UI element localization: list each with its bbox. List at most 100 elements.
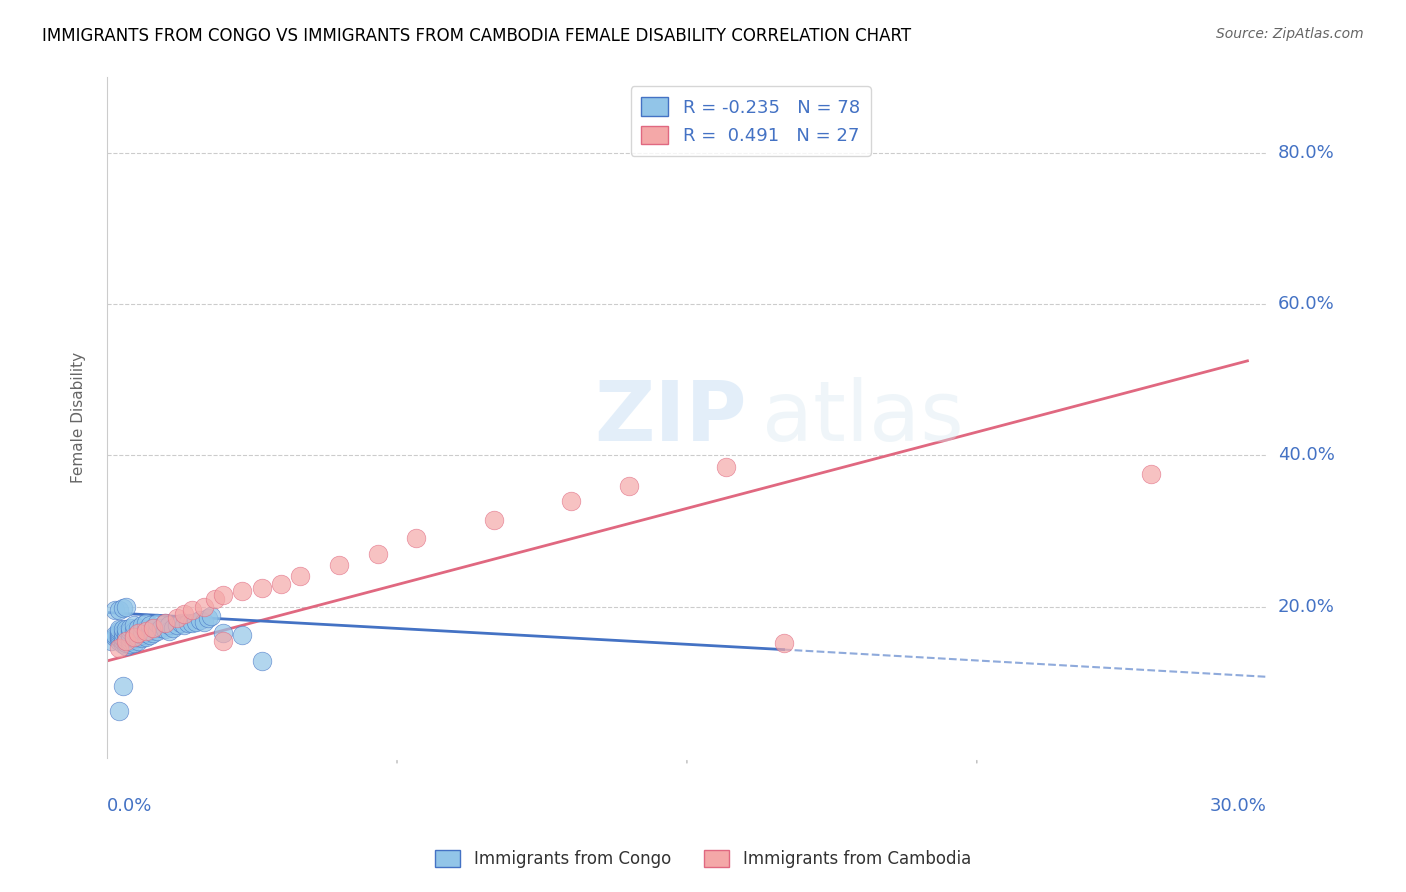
Point — [111, 679, 134, 693]
Point — [181, 603, 204, 617]
Point — [107, 630, 129, 644]
Point — [127, 621, 149, 635]
Point — [617, 478, 640, 492]
Legend: R = -0.235   N = 78, R =  0.491   N = 27: R = -0.235 N = 78, R = 0.491 N = 27 — [630, 87, 870, 156]
Point — [367, 547, 389, 561]
Point — [107, 624, 129, 638]
Point — [197, 611, 219, 625]
Y-axis label: Female Disability: Female Disability — [72, 352, 86, 483]
Point — [115, 632, 138, 646]
Point — [181, 616, 204, 631]
Point — [120, 621, 142, 635]
Point — [212, 626, 235, 640]
Point — [100, 633, 122, 648]
Point — [111, 626, 134, 640]
Point — [122, 618, 145, 632]
Text: ZIP: ZIP — [595, 377, 747, 458]
Point — [135, 624, 157, 638]
Point — [115, 628, 138, 642]
Point — [153, 622, 176, 636]
Point — [166, 611, 188, 625]
Point — [111, 622, 134, 636]
Point — [111, 630, 134, 644]
Text: 60.0%: 60.0% — [1278, 295, 1334, 313]
Point — [104, 630, 127, 644]
Legend: Immigrants from Congo, Immigrants from Cambodia: Immigrants from Congo, Immigrants from C… — [429, 843, 977, 875]
Point — [204, 591, 226, 606]
Point — [111, 633, 134, 648]
Text: 0.0%: 0.0% — [107, 797, 152, 814]
Point — [107, 622, 129, 636]
Point — [122, 630, 145, 644]
Point — [162, 621, 184, 635]
Point — [146, 616, 169, 631]
Point — [122, 628, 145, 642]
Text: 30.0%: 30.0% — [1211, 797, 1267, 814]
Point — [120, 637, 142, 651]
Point — [115, 633, 138, 648]
Point — [328, 558, 350, 572]
Point — [131, 618, 153, 632]
Point — [107, 626, 129, 640]
Point — [104, 628, 127, 642]
Point — [138, 624, 160, 638]
Point — [270, 577, 292, 591]
Point — [111, 632, 134, 646]
Point — [153, 616, 176, 631]
Point — [188, 613, 211, 627]
Point — [104, 603, 127, 617]
Text: Source: ZipAtlas.com: Source: ZipAtlas.com — [1216, 27, 1364, 41]
Point — [560, 493, 582, 508]
Point — [250, 581, 273, 595]
Point — [122, 624, 145, 638]
Point — [157, 624, 180, 638]
Point — [107, 641, 129, 656]
Point — [115, 636, 138, 650]
Point — [153, 616, 176, 631]
Point — [131, 632, 153, 646]
Point — [231, 628, 253, 642]
Point — [157, 618, 180, 632]
Point — [127, 630, 149, 644]
Point — [138, 628, 160, 642]
Point — [107, 633, 129, 648]
Text: IMMIGRANTS FROM CONGO VS IMMIGRANTS FROM CAMBODIA FEMALE DISABILITY CORRELATION : IMMIGRANTS FROM CONGO VS IMMIGRANTS FROM… — [42, 27, 911, 45]
Text: atlas: atlas — [762, 377, 965, 458]
Point — [107, 632, 129, 646]
Point — [115, 633, 138, 648]
Point — [107, 628, 129, 642]
Point — [193, 599, 215, 614]
Point — [173, 618, 195, 632]
Point — [200, 608, 222, 623]
Point — [131, 624, 153, 638]
Point — [127, 633, 149, 648]
Point — [120, 624, 142, 638]
Point — [135, 630, 157, 644]
Point — [482, 513, 505, 527]
Point — [146, 624, 169, 638]
Point — [184, 615, 207, 629]
Point — [169, 616, 191, 631]
Point — [212, 588, 235, 602]
Point — [127, 626, 149, 640]
Point — [131, 628, 153, 642]
Point — [120, 632, 142, 646]
Point — [135, 626, 157, 640]
Point — [115, 639, 138, 653]
Point — [107, 704, 129, 718]
Point — [1139, 467, 1161, 482]
Point — [166, 618, 188, 632]
Point — [173, 607, 195, 621]
Point — [135, 622, 157, 636]
Point — [120, 628, 142, 642]
Point — [142, 621, 165, 635]
Point — [142, 621, 165, 635]
Point — [111, 601, 134, 615]
Text: 80.0%: 80.0% — [1278, 144, 1334, 162]
Point — [290, 569, 312, 583]
Point — [138, 618, 160, 632]
Point — [250, 654, 273, 668]
Point — [115, 599, 138, 614]
Point — [115, 626, 138, 640]
Point — [231, 584, 253, 599]
